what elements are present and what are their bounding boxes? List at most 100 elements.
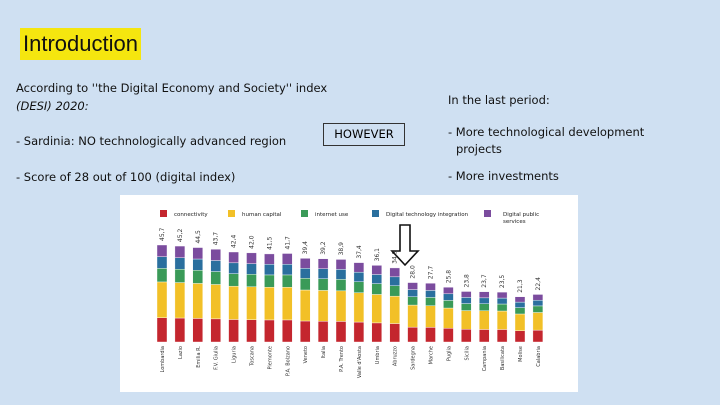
bar-segment bbox=[461, 303, 472, 311]
total-label: 21,3 bbox=[517, 279, 524, 293]
total-label: 23,8 bbox=[463, 274, 470, 288]
total-label: 36,1 bbox=[374, 248, 381, 262]
slide-title: Introduction bbox=[20, 28, 141, 60]
bar-segment bbox=[425, 290, 436, 298]
total-label: 23,7 bbox=[481, 274, 488, 288]
x-tick-label: Valle d'Aosta bbox=[357, 346, 363, 378]
bar-segment bbox=[532, 329, 544, 343]
bar-segment bbox=[300, 268, 311, 279]
bar-segment bbox=[389, 295, 400, 324]
bar-segment bbox=[371, 322, 382, 343]
bar-segment bbox=[514, 313, 526, 331]
bar-segment bbox=[210, 318, 221, 343]
bar-segment bbox=[443, 328, 454, 343]
bar-segment bbox=[496, 297, 508, 305]
x-tick-label: Toscana bbox=[250, 346, 256, 367]
bar-segment bbox=[389, 276, 400, 286]
legend-swatch bbox=[484, 210, 491, 217]
bar-segment bbox=[443, 300, 454, 309]
x-tick-label: Abruzzo bbox=[393, 346, 399, 366]
bar-segment bbox=[228, 262, 239, 274]
bar-segment bbox=[228, 319, 239, 343]
bar-segment bbox=[389, 285, 400, 297]
bar-segment bbox=[317, 290, 329, 322]
bar-segment bbox=[496, 291, 508, 299]
x-tick-label: Sardegna bbox=[411, 346, 417, 370]
bar-segment bbox=[282, 319, 293, 343]
x-tick-label: Molise bbox=[518, 346, 524, 362]
bar-segment bbox=[496, 329, 508, 343]
x-tick-label: P.A. Trento bbox=[339, 346, 345, 372]
bar-segment bbox=[353, 271, 365, 282]
intro-line: According to ''the Digital Economy and S… bbox=[16, 81, 328, 95]
bar-segment bbox=[300, 258, 311, 269]
bar-segment bbox=[264, 264, 275, 276]
x-tick-label: Basilicata bbox=[500, 346, 506, 370]
bar-segment bbox=[210, 284, 221, 320]
total-label: 27,7 bbox=[428, 266, 435, 280]
bar-segment bbox=[353, 292, 365, 323]
bar-segment bbox=[228, 273, 239, 287]
bar-segment bbox=[210, 249, 221, 261]
bar-segment bbox=[514, 301, 526, 308]
total-label: 44,5 bbox=[195, 230, 202, 244]
total-label: 43,7 bbox=[213, 232, 220, 246]
x-tick-label: F.V. Giulia bbox=[214, 346, 220, 370]
total-label: 45,2 bbox=[177, 229, 184, 243]
total-label: 28,0 bbox=[410, 265, 417, 279]
bar-segment bbox=[443, 287, 454, 295]
bar-segment bbox=[443, 293, 454, 301]
bar-segment bbox=[335, 259, 347, 270]
bar-segment bbox=[282, 287, 293, 321]
legend-label: human capital bbox=[242, 212, 282, 218]
total-label: 39,4 bbox=[302, 241, 309, 255]
total-label: 41,7 bbox=[284, 236, 291, 250]
bar-segment bbox=[156, 256, 168, 269]
right-heading: In the last period: bbox=[448, 93, 550, 107]
bar-segment bbox=[156, 244, 168, 257]
bar-segment bbox=[264, 274, 275, 288]
bar-segment bbox=[407, 304, 418, 328]
legend-label: Digital public services bbox=[503, 212, 539, 225]
bar-segment bbox=[479, 297, 490, 304]
total-label: 23,5 bbox=[499, 275, 506, 289]
right-point: - More investments bbox=[448, 169, 559, 183]
total-label: 41,5 bbox=[266, 236, 273, 250]
total-label: 42,4 bbox=[231, 234, 238, 248]
bar-segment bbox=[425, 297, 436, 306]
x-tick-label: Calabria bbox=[536, 346, 542, 367]
legend-label: Digital technology integration bbox=[386, 212, 469, 218]
bar-segment bbox=[174, 282, 186, 319]
bar-segment bbox=[174, 268, 186, 283]
bar-segment bbox=[407, 289, 418, 297]
bar-segment bbox=[514, 296, 526, 303]
bar-segment bbox=[443, 307, 454, 329]
bar-segment bbox=[335, 279, 347, 292]
bar-segment bbox=[174, 317, 186, 343]
total-label: 25,8 bbox=[445, 270, 452, 284]
arrow bbox=[390, 224, 420, 267]
bar-segment bbox=[246, 252, 257, 264]
total-label: 37,4 bbox=[356, 245, 363, 259]
bar-segment bbox=[425, 283, 436, 291]
total-label: 38,9 bbox=[338, 242, 345, 256]
x-tick-label: P.A. Bolzano bbox=[285, 346, 291, 376]
bar-segment bbox=[335, 269, 347, 280]
bar-segment bbox=[532, 294, 544, 301]
bar-segment bbox=[479, 291, 490, 299]
bar-segment bbox=[479, 303, 490, 311]
bar-segment bbox=[192, 247, 204, 260]
x-tick-label: Lombardia bbox=[160, 346, 166, 372]
bar-segment bbox=[156, 317, 168, 343]
bar-segment bbox=[461, 291, 472, 298]
total-label: 34,9 bbox=[392, 250, 399, 264]
total-label: 22,4 bbox=[535, 277, 542, 291]
x-tick-label: Lazio bbox=[178, 346, 184, 359]
bar-segment bbox=[174, 245, 186, 258]
bar-segment bbox=[353, 262, 365, 273]
bar-segment bbox=[156, 281, 168, 319]
bar-segment bbox=[264, 253, 275, 265]
bar-segment bbox=[300, 289, 311, 322]
